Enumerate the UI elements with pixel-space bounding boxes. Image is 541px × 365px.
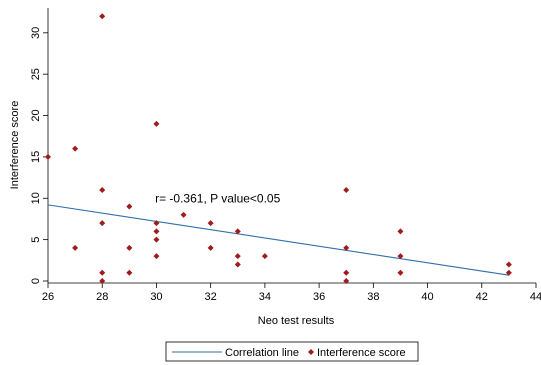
chart-marks	[45, 13, 512, 284]
x-tick-label: 30	[150, 291, 162, 303]
data-point	[45, 153, 51, 160]
y-tick-label: 20	[30, 109, 42, 121]
data-point	[234, 228, 241, 235]
data-point	[72, 244, 79, 251]
x-tick-label: 28	[96, 291, 108, 303]
legend-label-interference-score: Interference score	[317, 347, 406, 359]
data-point	[99, 13, 106, 20]
data-point	[99, 269, 106, 276]
data-point	[99, 187, 106, 193]
y-tick-label: 15	[30, 151, 42, 163]
x-tick-label: 32	[205, 291, 217, 303]
data-point	[153, 236, 160, 243]
y-tick-label: 5	[30, 237, 42, 243]
data-point	[207, 244, 214, 251]
data-point	[126, 244, 133, 251]
data-point	[234, 253, 241, 260]
y-tick-label: 10	[30, 192, 42, 204]
axes: 26 28 30 32 34 36 38 40 42 44 0 5 10 15 20 25 30	[30, 8, 541, 303]
x-tick-label: 34	[259, 291, 271, 303]
y-tick-label: 25	[30, 68, 42, 80]
correlation-line	[47, 204, 509, 276]
data-point	[343, 244, 350, 251]
data-point	[153, 228, 160, 235]
legend: Correlation line Interference score	[165, 341, 419, 362]
data-point	[397, 228, 404, 235]
data-point	[505, 261, 512, 268]
x-axis-title: Neo test results	[258, 315, 335, 327]
data-point	[72, 145, 79, 152]
y-tick-label: 0	[30, 278, 42, 284]
legend-box	[165, 341, 419, 362]
data-point	[153, 120, 160, 127]
data-point	[343, 269, 350, 276]
data-point	[505, 269, 512, 276]
legend-label-correlation-line: Correlation line	[225, 347, 299, 359]
data-point	[99, 220, 106, 227]
x-tick-label: 36	[313, 291, 325, 303]
x-tick-label: 44	[530, 291, 541, 303]
x-tick-label: 42	[476, 291, 488, 303]
data-point	[153, 253, 160, 260]
x-tick-label: 38	[367, 291, 379, 303]
data-point	[153, 220, 160, 227]
data-point	[99, 278, 106, 284]
data-point	[126, 269, 133, 276]
data-point	[343, 278, 350, 284]
data-point	[234, 261, 241, 268]
data-point	[343, 187, 350, 193]
data-point	[180, 211, 187, 218]
y-axis-title: Interference score	[9, 101, 21, 190]
data-point	[397, 253, 404, 260]
data-point	[261, 253, 268, 260]
y-tick-label: 30	[30, 27, 42, 39]
legend-marker-swatch	[308, 349, 314, 355]
data-point	[397, 269, 404, 276]
x-tick-label: 26	[42, 291, 54, 303]
correlation-annotation: r= -0.361, P value<0.05	[155, 191, 281, 205]
data-point	[207, 220, 214, 227]
x-tick-label: 40	[421, 291, 433, 303]
data-point	[126, 203, 133, 210]
